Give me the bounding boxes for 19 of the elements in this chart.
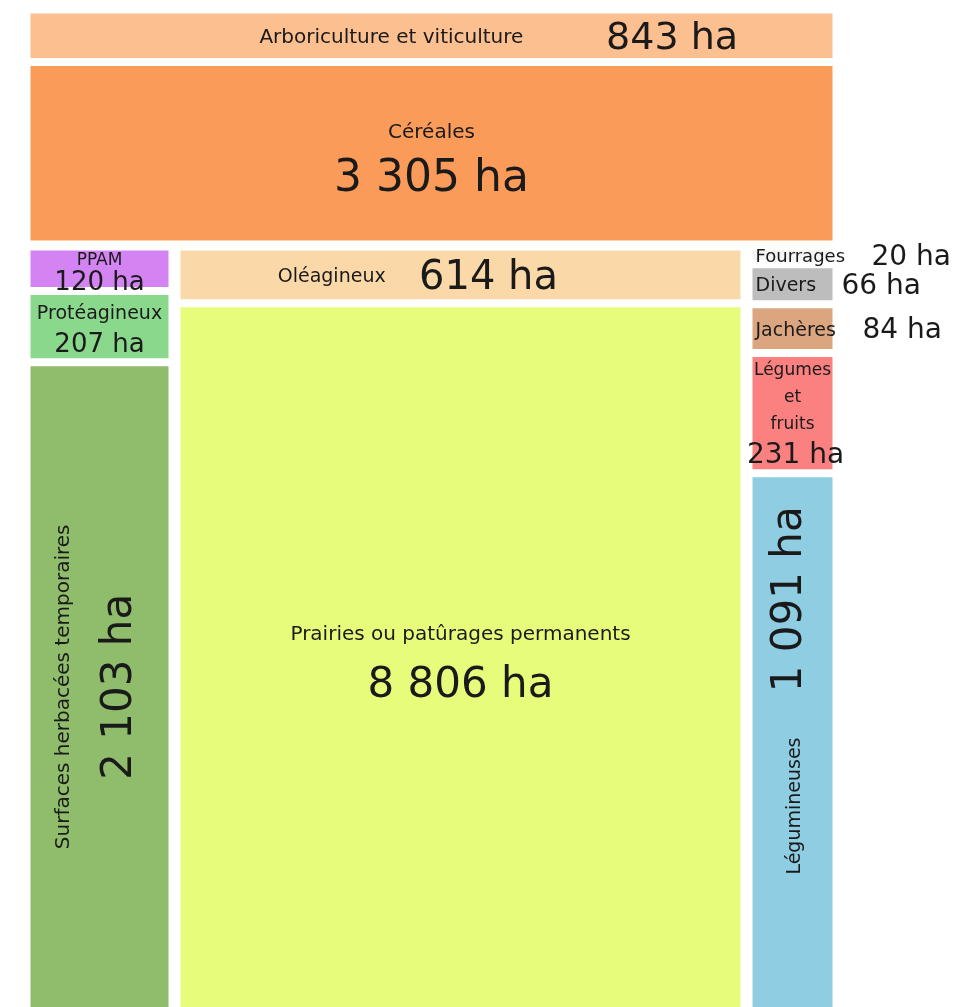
data-label: 2 103 ha <box>91 593 141 780</box>
category-label: Légumineuses <box>781 737 804 875</box>
data-label: 3 305 ha <box>334 149 529 201</box>
category-label: PPAM <box>76 248 123 269</box>
category-label: Fourrages <box>755 244 846 266</box>
category-label: Prairies ou patûrages permanents <box>290 621 631 646</box>
category-label: Légumes et fruits <box>753 359 832 434</box>
category-label: Surfaces herbacées temporaires <box>50 524 75 850</box>
data-label: 8 806 ha <box>367 657 554 707</box>
category-label: Divers <box>755 273 817 296</box>
category-label: Céréales <box>388 119 475 144</box>
data-label: 207 ha <box>54 327 145 358</box>
category-label: Oléagineux <box>277 263 386 286</box>
data-label: 84 ha <box>862 312 942 346</box>
data-label: 614 ha <box>419 251 558 298</box>
data-label: 1 091 ha <box>762 506 811 693</box>
category-label: Protéagineux <box>36 300 163 323</box>
data-label: 843 ha <box>606 13 739 58</box>
category-label: Arboriculture et viticulture <box>259 23 524 48</box>
